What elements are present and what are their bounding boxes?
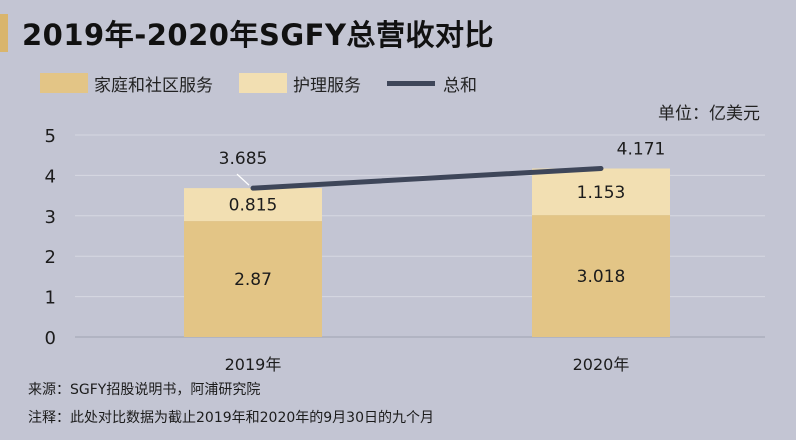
legend-item-total: 总和 [387, 71, 477, 96]
legend-item-nursing: 护理服务 [239, 71, 361, 96]
footnote: 注释：此处对比数据为截止2019年和2020年的9月30日的九个月 [28, 410, 434, 426]
legend-swatch-nursing [239, 73, 287, 93]
legend-label-total: 总和 [443, 75, 477, 96]
total-line [250, 165, 604, 191]
x-tick-label: 2019年 [225, 355, 282, 374]
legend-item-family-community: 家庭和社区服务 [40, 71, 213, 96]
total-value-label: 3.685 [219, 149, 268, 169]
total-label-leader [236, 173, 250, 186]
unit-label: 单位：亿美元 [658, 104, 760, 124]
bar-value-label: 3.018 [577, 267, 626, 287]
y-tick-label: 4 [45, 166, 56, 187]
y-tick-label: 0 [45, 328, 56, 349]
bar-value-label: 2.87 [234, 270, 272, 290]
bar-segment [532, 168, 670, 216]
chart-title: 2019年-2020年SGFY总营收对比 [22, 18, 494, 52]
title-accent-bar [0, 14, 8, 52]
y-tick-label: 3 [45, 207, 56, 228]
legend: 家庭和社区服务 护理服务 总和 [40, 70, 503, 96]
bar-value-label: 0.815 [229, 196, 278, 216]
bar-segment [532, 215, 670, 337]
source-note: 来源：SGFY招股说明书，阿浦研究院 [28, 382, 261, 398]
legend-label-nursing: 护理服务 [293, 75, 361, 96]
legend-label-family-community: 家庭和社区服务 [94, 75, 213, 96]
x-tick-label: 2020年 [573, 355, 630, 374]
y-tick-label: 1 [45, 288, 56, 309]
bar-value-label: 1.153 [577, 183, 626, 203]
legend-swatch-total [387, 80, 435, 86]
bar-segment [184, 188, 322, 222]
y-tick-label: 5 [45, 126, 56, 147]
legend-swatch-family-community [40, 73, 88, 93]
y-tick-label: 2 [45, 247, 56, 268]
total-value-label: 4.171 [617, 139, 666, 159]
bar-segment [184, 221, 322, 337]
